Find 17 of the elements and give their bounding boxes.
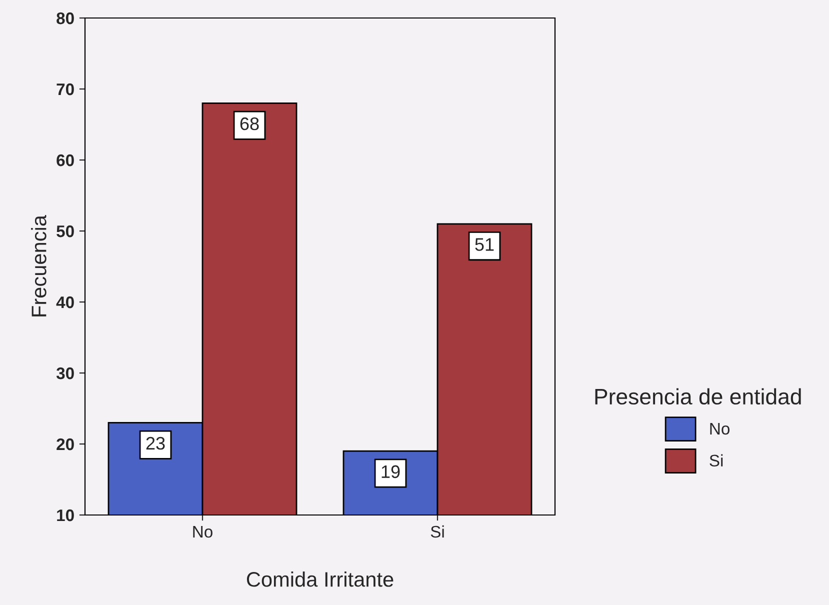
y-tick-label: 70 (56, 83, 74, 96)
data-label: 19 (382, 465, 400, 478)
y-axis-title: Frecuencia (31, 214, 46, 316)
y-tick-label: 30 (56, 367, 74, 380)
y-tick-label: 50 (56, 225, 74, 238)
y-tick-label: 80 (56, 12, 74, 24)
y-tick-label: 10 (57, 509, 74, 522)
legend-label: Si (710, 454, 723, 467)
y-tick-label: 60 (56, 154, 74, 166)
y-tick-label: 40 (56, 296, 74, 308)
data-label: 68 (240, 117, 259, 130)
legend-label: No (710, 422, 730, 435)
y-tick-label: 20 (56, 438, 74, 450)
x-axis-title: Comida Irritante (246, 572, 394, 587)
data-label: 23 (146, 436, 165, 450)
data-label: 51 (475, 238, 494, 251)
legend-title: Presencia de entidad (595, 388, 801, 405)
